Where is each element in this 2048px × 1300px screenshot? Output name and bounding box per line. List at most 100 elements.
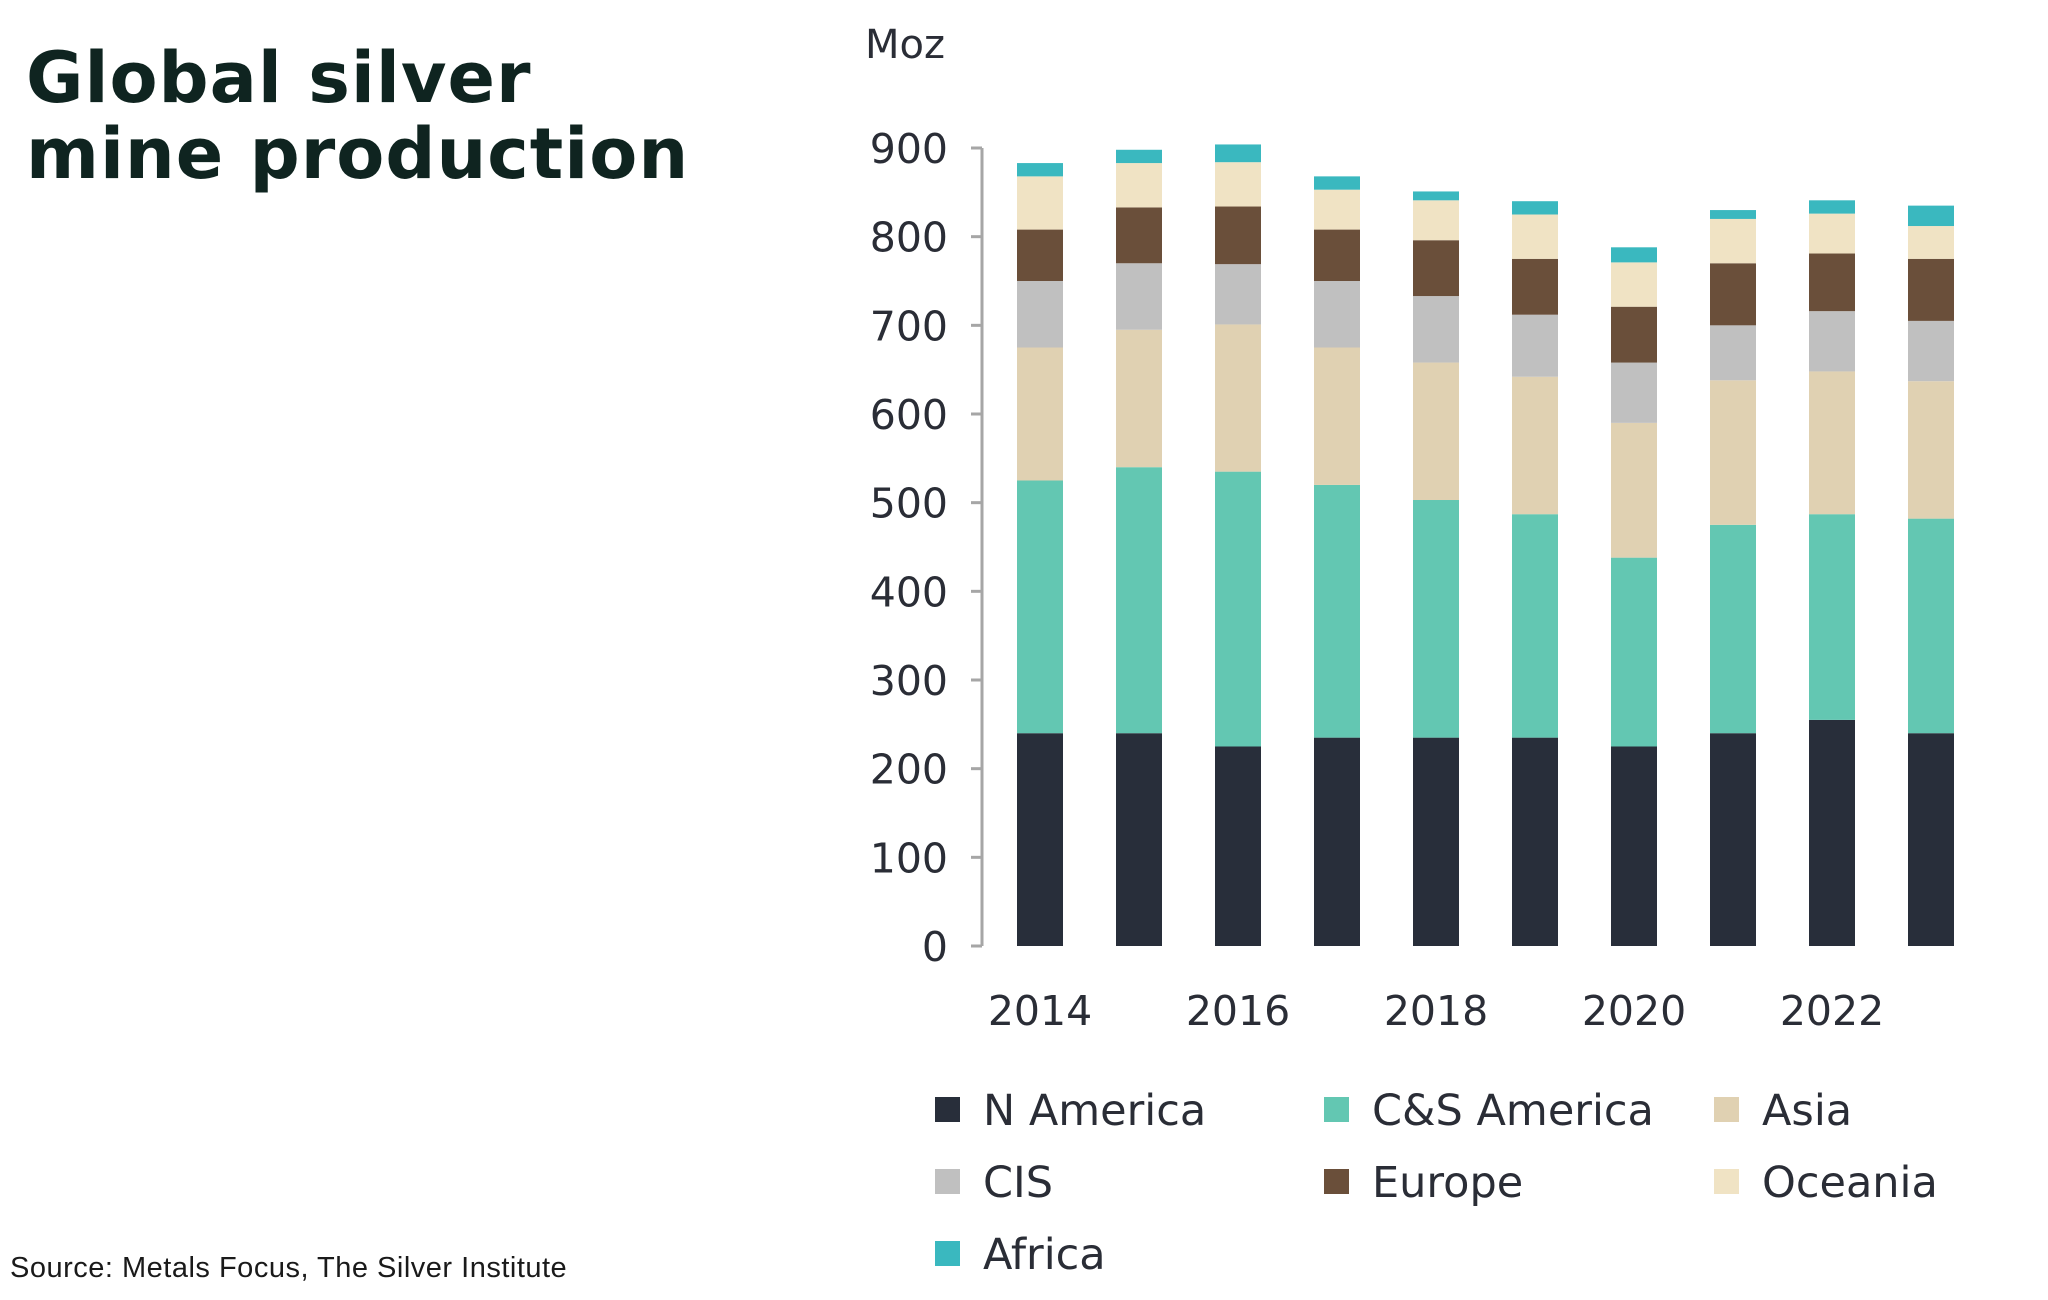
bar-segment-n-america-2018 <box>1413 737 1459 946</box>
x-tick-label-2014: 2014 <box>988 987 1092 1035</box>
bar-segment-asia-2015 <box>1116 329 1162 468</box>
y-tick-label-800: 800 <box>870 214 948 262</box>
bar-segment-oceania-2014 <box>1017 176 1063 230</box>
bar-segment-asia-2023 <box>1908 381 1954 519</box>
legend-swatch-asia <box>1714 1097 1739 1122</box>
bar-segment-c-s-america-2015 <box>1116 467 1162 734</box>
bar-segment-asia-2014 <box>1017 347 1063 481</box>
bar-segment-cis-2016 <box>1215 264 1261 325</box>
bar-segment-n-america-2022 <box>1809 719 1855 946</box>
bar-segment-n-america-2016 <box>1215 746 1261 946</box>
bar-segment-europe-2022 <box>1809 253 1855 312</box>
x-tick-label-2020: 2020 <box>1582 987 1686 1035</box>
y-tick-label-500: 500 <box>870 480 948 528</box>
bar-segment-n-america-2019 <box>1512 737 1558 946</box>
y-tick-label-900: 900 <box>870 125 948 173</box>
bar-segment-asia-2020 <box>1611 422 1657 558</box>
bar-segment-asia-2018 <box>1413 362 1459 501</box>
y-tick-label-400: 400 <box>870 568 948 616</box>
bar-segment-n-america-2014 <box>1017 733 1063 946</box>
legend-label-oceania: Oceania <box>1762 1158 1938 1208</box>
y-tick-label-0: 0 <box>922 923 948 971</box>
bar-segment-c-s-america-2019 <box>1512 514 1558 738</box>
legend-label-asia: Asia <box>1762 1086 1852 1136</box>
legend: N America C&S America Asia CIS Europe Oceania… <box>935 1086 1938 1280</box>
bar-segment-c-s-america-2017 <box>1314 484 1360 738</box>
bar-segment-africa-2019 <box>1512 201 1558 215</box>
bar-segment-cis-2014 <box>1017 281 1063 348</box>
bar-segment-cis-2019 <box>1512 314 1558 377</box>
bar-segment-oceania-2020 <box>1611 262 1657 307</box>
bar-segment-c-s-america-2021 <box>1710 524 1756 734</box>
bar-segment-n-america-2015 <box>1116 733 1162 946</box>
bar-segment-asia-2019 <box>1512 376 1558 515</box>
bar-segment-oceania-2015 <box>1116 163 1162 208</box>
bar-segment-n-america-2020 <box>1611 746 1657 946</box>
bar-segment-asia-2017 <box>1314 347 1360 485</box>
bar-segment-oceania-2018 <box>1413 200 1459 241</box>
bar-segment-europe-2014 <box>1017 229 1063 281</box>
bar-segment-c-s-america-2014 <box>1017 480 1063 734</box>
y-tick-label-700: 700 <box>870 302 948 350</box>
legend-label-c-s-america: C&S America <box>1372 1086 1654 1136</box>
axes-group: 0 100 200 300 400 500 600 700 800 900 2014 2016 2018… <box>870 125 1884 1035</box>
y-tick-label-200: 200 <box>870 746 948 794</box>
bar-segment-oceania-2016 <box>1215 162 1261 207</box>
bar-segment-europe-2023 <box>1908 258 1954 321</box>
bar-segment-cis-2022 <box>1809 311 1855 372</box>
bar-segment-c-s-america-2018 <box>1413 500 1459 738</box>
legend-swatch-c-s-america <box>1324 1097 1349 1122</box>
bar-segment-europe-2015 <box>1116 207 1162 264</box>
legend-swatch-cis <box>935 1169 960 1194</box>
bar-segment-c-s-america-2016 <box>1215 471 1261 747</box>
bar-segment-c-s-america-2022 <box>1809 514 1855 720</box>
bar-segment-oceania-2023 <box>1908 226 1954 259</box>
bar-segment-asia-2022 <box>1809 371 1855 515</box>
bar-segment-asia-2016 <box>1215 324 1261 472</box>
y-axis-unit-label: Moz <box>865 22 945 68</box>
bar-segment-africa-2017 <box>1314 176 1360 190</box>
bar-segment-oceania-2019 <box>1512 214 1558 259</box>
bar-segment-africa-2018 <box>1413 191 1459 201</box>
legend-swatch-oceania <box>1714 1169 1739 1194</box>
bar-segment-cis-2015 <box>1116 263 1162 330</box>
legend-label-africa: Africa <box>983 1230 1106 1280</box>
x-tick-label-2016: 2016 <box>1186 987 1290 1035</box>
bar-segment-cis-2018 <box>1413 296 1459 363</box>
bar-segment-europe-2017 <box>1314 229 1360 281</box>
bar-segment-c-s-america-2023 <box>1908 518 1954 734</box>
bar-segment-africa-2014 <box>1017 163 1063 177</box>
y-tick-label-600: 600 <box>870 391 948 439</box>
bar-segment-oceania-2017 <box>1314 189 1360 230</box>
legend-swatch-europe <box>1324 1169 1349 1194</box>
bar-segment-cis-2021 <box>1710 325 1756 381</box>
bar-segment-europe-2020 <box>1611 306 1657 363</box>
bar-segment-europe-2019 <box>1512 258 1558 315</box>
source-note: Source: Metals Focus, The Silver Institu… <box>10 1252 568 1284</box>
bar-segment-africa-2020 <box>1611 247 1657 263</box>
chart-title-line-2: mine production <box>26 113 690 195</box>
bar-segment-n-america-2017 <box>1314 737 1360 946</box>
legend-label-cis: CIS <box>983 1158 1053 1208</box>
x-tick-label-2022: 2022 <box>1780 987 1884 1035</box>
legend-label-europe: Europe <box>1372 1158 1523 1208</box>
y-tick-label-100: 100 <box>870 834 948 882</box>
bar-segment-africa-2023 <box>1908 205 1954 227</box>
legend-swatch-n-america <box>935 1097 960 1122</box>
bar-segment-africa-2022 <box>1809 200 1855 214</box>
bar-segment-europe-2018 <box>1413 240 1459 297</box>
bar-segment-europe-2021 <box>1710 263 1756 326</box>
legend-label-n-america: N America <box>983 1086 1206 1136</box>
bar-segment-africa-2021 <box>1710 210 1756 219</box>
y-tick-label-300: 300 <box>870 657 948 705</box>
bar-segment-oceania-2021 <box>1710 218 1756 264</box>
x-tick-label-2018: 2018 <box>1384 987 1488 1035</box>
chart-title: Global silver mine production <box>26 40 786 192</box>
bar-segment-n-america-2021 <box>1710 733 1756 946</box>
bar-segment-europe-2016 <box>1215 206 1261 265</box>
bar-segment-africa-2015 <box>1116 149 1162 164</box>
bars-group <box>1017 144 1954 946</box>
bar-segment-cis-2023 <box>1908 320 1954 382</box>
bar-segment-c-s-america-2020 <box>1611 557 1657 747</box>
